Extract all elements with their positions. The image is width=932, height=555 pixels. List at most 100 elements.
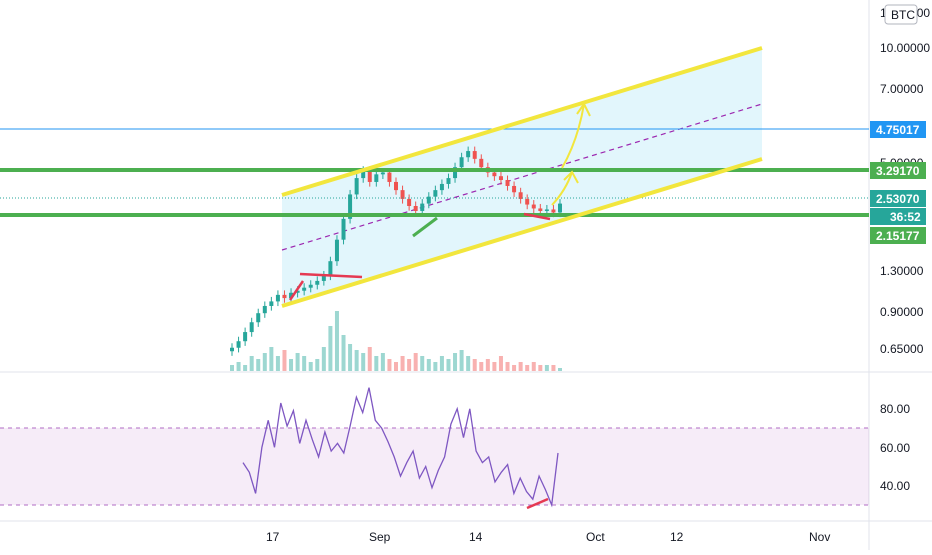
volume-bar bbox=[492, 362, 497, 371]
time-label: 14 bbox=[469, 530, 483, 544]
flag-line[interactable] bbox=[299, 272, 363, 279]
candle-body bbox=[512, 185, 517, 193]
candle-body bbox=[420, 203, 425, 211]
price-tick: 7.00000 bbox=[880, 82, 924, 96]
candle-body bbox=[407, 198, 412, 206]
candle-body bbox=[459, 157, 464, 168]
rsi-line[interactable] bbox=[242, 387, 559, 508]
volume-bar bbox=[282, 350, 287, 371]
volume-bar bbox=[341, 335, 346, 371]
volume-bar bbox=[479, 362, 484, 371]
candle-body bbox=[387, 172, 392, 182]
price-divergence-line[interactable] bbox=[523, 212, 551, 221]
candle-body bbox=[315, 280, 320, 285]
candle-body bbox=[453, 167, 458, 179]
candle-body bbox=[394, 181, 398, 191]
target-arrow-2[interactable] bbox=[561, 102, 591, 169]
candle-body bbox=[472, 151, 477, 159]
volume-layer bbox=[230, 311, 562, 371]
candle-body bbox=[551, 209, 556, 213]
rsi-band bbox=[0, 428, 869, 505]
volume-bar bbox=[361, 353, 366, 371]
candle-body bbox=[236, 341, 241, 348]
volume-bar bbox=[302, 356, 307, 371]
volume-bar bbox=[407, 359, 412, 371]
volume-bar bbox=[413, 353, 418, 371]
volume-bar bbox=[308, 362, 313, 371]
volume-bar bbox=[525, 365, 530, 371]
volume-bar bbox=[236, 362, 241, 371]
candle-body bbox=[498, 176, 503, 181]
candle-body bbox=[439, 183, 444, 191]
candle-body bbox=[413, 205, 418, 211]
volume-bar bbox=[498, 356, 503, 371]
price-tick: 0.90000 bbox=[880, 305, 924, 319]
candle-body bbox=[230, 347, 234, 352]
candle-body bbox=[275, 294, 280, 302]
volume-bar bbox=[275, 356, 280, 371]
candle-body bbox=[354, 178, 359, 195]
channel-lower-line[interactable] bbox=[281, 157, 763, 308]
rsi-tick: 60.00 bbox=[880, 441, 910, 455]
volume-bar bbox=[348, 344, 353, 371]
candle-body bbox=[367, 170, 372, 182]
volume-bar bbox=[334, 311, 339, 371]
rsi-divergence-line[interactable] bbox=[526, 497, 549, 510]
volume-bar bbox=[380, 353, 385, 371]
channel-fill bbox=[282, 48, 762, 306]
volume-bar bbox=[531, 362, 536, 371]
channel-upper-line[interactable] bbox=[281, 46, 763, 197]
candle-body bbox=[282, 294, 287, 299]
candle-body bbox=[518, 192, 523, 199]
volume-bar bbox=[505, 362, 510, 371]
tag-blue-level: 4.75017 bbox=[876, 123, 920, 137]
price-axis: 14.00000 BTC 10.00000 7.00000 5.00000 1.… bbox=[880, 4, 930, 356]
volume-bar bbox=[459, 350, 464, 371]
candle-body bbox=[361, 170, 366, 179]
time-label: 17 bbox=[266, 530, 280, 544]
price-tick: 0.65000 bbox=[880, 342, 924, 356]
volume-bar bbox=[367, 347, 372, 371]
candle-body bbox=[558, 203, 562, 213]
tag-countdown-bg bbox=[870, 208, 926, 225]
candle-body bbox=[446, 178, 451, 184]
volume-bar bbox=[472, 359, 477, 371]
candle-body bbox=[466, 151, 471, 158]
volume-bar bbox=[374, 356, 379, 371]
volume-bar bbox=[289, 359, 294, 371]
candle-body bbox=[249, 322, 254, 333]
volume-bar bbox=[439, 356, 444, 371]
candle-body bbox=[531, 204, 536, 209]
tag-blue-level-bg bbox=[870, 121, 926, 138]
support-trend-line[interactable] bbox=[412, 216, 438, 238]
volume-bar bbox=[256, 359, 261, 371]
candle-body bbox=[492, 172, 497, 177]
volume-bar bbox=[446, 359, 451, 371]
volume-bar bbox=[426, 359, 431, 371]
time-label: Oct bbox=[586, 530, 605, 544]
volume-bar bbox=[512, 365, 517, 371]
currency-badge[interactable] bbox=[884, 4, 918, 25]
volume-bar bbox=[420, 356, 425, 371]
target-arrow-1[interactable] bbox=[551, 170, 579, 206]
candle-body bbox=[328, 261, 333, 276]
volume-bar bbox=[321, 347, 326, 371]
candle-body bbox=[269, 301, 274, 306]
channel-midline[interactable] bbox=[281, 103, 763, 251]
tag-countdown: 36:52 bbox=[890, 210, 921, 224]
rsi-axis: 80.00 60.00 40.00 bbox=[880, 402, 910, 493]
price-layer bbox=[230, 146, 562, 356]
tag-upper-support: 3.29170 bbox=[876, 164, 920, 178]
candle-body bbox=[400, 190, 405, 199]
volume-bar bbox=[387, 359, 392, 371]
volume-bar bbox=[485, 359, 490, 371]
volume-bar bbox=[243, 365, 248, 371]
rsi-tick: 80.00 bbox=[880, 402, 910, 416]
volume-bar bbox=[453, 353, 458, 371]
tag-upper-support-bg bbox=[870, 162, 926, 179]
price-tick: 10.00000 bbox=[880, 41, 930, 55]
time-label: Nov bbox=[809, 530, 830, 544]
flag-line-lower[interactable] bbox=[288, 280, 305, 301]
